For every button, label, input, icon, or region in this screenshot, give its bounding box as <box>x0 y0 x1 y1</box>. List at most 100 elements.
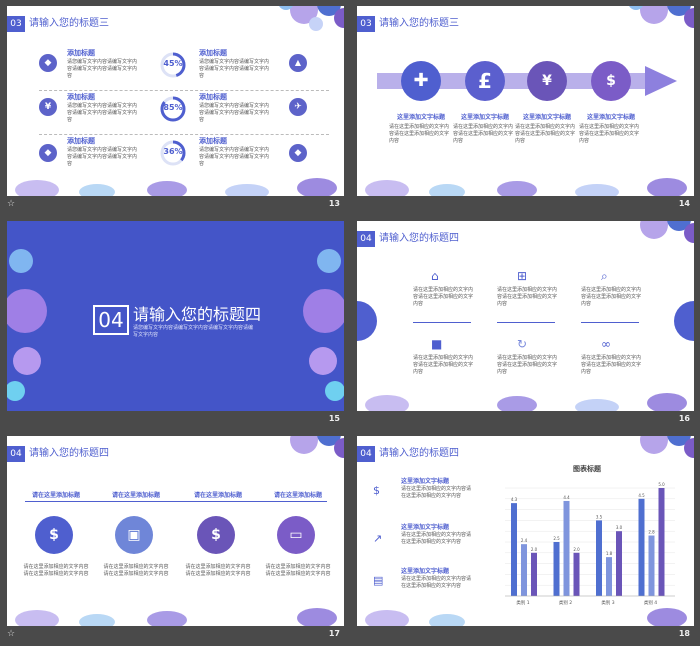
briefcase-icon: $ <box>197 516 235 554</box>
data-label: 2.8 <box>648 530 655 535</box>
link-icon: ∞ <box>601 337 611 351</box>
item-body: 请在这里添加相应的文字内容请在这里添加相应的文字内容 <box>497 355 558 375</box>
slide-thumb-18[interactable]: 04 请输入您的标题四 $ 这里添加文字标题 请在这里添加相应的文字内容请在这里… <box>350 430 700 645</box>
lock-icon: ■ <box>431 337 443 351</box>
item-body: 请在这里添加相应的文字内容请在这里添加相应的文字内容 <box>265 564 331 577</box>
data-label: 4.4 <box>563 495 570 500</box>
percent-ring <box>160 52 186 78</box>
floral-decoration <box>640 436 694 458</box>
data-label: 3.5 <box>596 514 603 519</box>
item-heading: 请在这里添加标题 <box>111 492 160 499</box>
item-heading: 添加标题 <box>67 93 95 101</box>
plus-icon: ✚ <box>401 61 441 101</box>
item-body: 请在这里添加相应的文字内容请在这里添加相应的文字内容 <box>515 124 576 144</box>
arrow-band <box>377 66 677 96</box>
slide-canvas: 04 请输入您的标题四 $ 这里添加文字标题 请在这里添加相应的文字内容请在这里… <box>357 436 694 626</box>
refresh-icon: ↻ <box>517 337 528 351</box>
yen-icon: ¥ <box>39 98 57 116</box>
item-body: 请在这里添加相应的文字内容请在这里添加相应的文字内容 <box>581 355 642 375</box>
item-body: 请在这里添加相应的文字内容请在这里添加相应的文字内容 <box>103 564 169 577</box>
bar <box>638 498 645 596</box>
bar <box>616 531 622 596</box>
bar <box>573 552 580 596</box>
search-icon: ⌕ <box>601 269 608 283</box>
bar <box>606 557 612 596</box>
chart-title: 图表标题 <box>573 465 601 473</box>
item-heading: 添加标题 <box>67 137 95 145</box>
item-heading: 这里添加文字标题 <box>460 114 509 121</box>
item-heading: 这里添加文字标题 <box>401 478 450 485</box>
briefcase-icon: $ <box>591 61 631 101</box>
item-body: 请您编写文字内容请编写文字内容请编写文字内容请编写文字内容 <box>67 103 138 123</box>
slide-thumb-16[interactable]: 04 请输入您的标题四 ⌂ ⊞ ⌕ 请在这里添加相应的文字内容请在这里添加相应的… <box>350 215 700 430</box>
plane-icon: ✈ <box>289 98 307 116</box>
section-number-badge: 03 <box>7 16 25 32</box>
item-heading: 这里添加文字标题 <box>396 114 445 121</box>
item-heading: 添加标题 <box>199 93 227 101</box>
chart-screen-icon: ▤ <box>373 574 384 587</box>
divider <box>39 134 329 135</box>
bar <box>531 552 537 596</box>
item-body: 请您编写文字内容请编写文字内容请编写文字内容请编写文字内容 <box>199 59 270 79</box>
side-half-circle <box>674 301 694 341</box>
divider <box>581 322 639 323</box>
bar <box>648 535 655 596</box>
slide-thumb-14[interactable]: 03 请输入您的标题三 ✚ £ ¥ $ 这里添加文字标题 请在这里添加相应的文字… <box>350 0 700 215</box>
floral-decoration <box>15 608 337 626</box>
slide-number: 14 <box>678 199 690 208</box>
item-body: 请您编写文字内容请编写文字内容请编写文字内容请编写文字内容 <box>199 103 270 123</box>
data-label: 1.8 <box>606 551 613 556</box>
money-bag-icon: $ <box>35 516 73 554</box>
section-number-badge: 04 <box>357 231 375 247</box>
triangle-icon: ▲ <box>289 54 307 72</box>
item-heading: 添加标题 <box>67 49 95 57</box>
data-label: 4.5 <box>638 493 645 498</box>
bar <box>563 500 570 596</box>
floral-decoration <box>365 608 687 626</box>
data-label: 2.4 <box>521 538 528 543</box>
slide-thumb-17[interactable]: 04 请输入您的标题四 请在这里添加标题 请在这里添加标题 请在这里添加标题 请… <box>0 430 350 645</box>
item-body: 请您编写文字内容请编写文字内容请编写文字内容请编写文字内容 <box>67 59 138 79</box>
item-body: 请在这里添加相应的文字内容请在这里添加相应的文字内容 <box>401 532 472 545</box>
pound-icon: £ <box>465 61 505 101</box>
slide-canvas: 04 请输入您的标题四 ⌂ ⊞ ⌕ 请在这里添加相应的文字内容请在这里添加相应的… <box>357 221 694 411</box>
star-icon: ☆ <box>7 629 16 639</box>
slide-caption: ☆ 17 <box>7 628 344 642</box>
slide-number: 13 <box>328 199 340 208</box>
slide-subtitle: 请您编写文字内容请编写文字内容请编写文字内容请编写文字内容 <box>133 325 254 338</box>
diamond-icon: ◆ <box>39 144 57 162</box>
slide-thumb-15[interactable]: 04 请输入您的标题四 请您编写文字内容请编写文字内容请编写文字内容请编写文字内… <box>0 215 350 430</box>
x-tick-label: 类别 4 <box>644 599 657 606</box>
slide-title: 请输入您的标题四 <box>29 448 109 459</box>
item-heading: 请在这里添加标题 <box>193 492 242 499</box>
item-body: 请在这里添加相应的文字内容请在这里添加相应的文字内容 <box>389 124 450 144</box>
bar <box>658 488 665 596</box>
slide-canvas: 03 请输入您的标题三 ◆ 添加标题 请您编写文字内容请编写文字内容请编写文字内… <box>7 6 344 196</box>
floral-decoration <box>290 436 344 458</box>
percent-ring <box>160 140 186 166</box>
item-body: 请在这里添加相应的文字内容请在这里添加相应的文字内容 <box>413 355 474 375</box>
bar <box>553 542 560 596</box>
divider <box>39 90 329 91</box>
item-body: 请在这里添加相应的文字内容请在这里添加相应的文字内容 <box>401 486 472 499</box>
slide-title: 请输入您的标题三 <box>379 18 459 29</box>
slide-title: 请输入您的标题四 <box>133 305 262 324</box>
x-tick-label: 类别 3 <box>601 599 614 606</box>
item-heading: 添加标题 <box>199 137 227 145</box>
item-body: 请在这里添加相应的文字内容请在这里添加相应的文字内容 <box>453 124 514 144</box>
item-heading: 请在这里添加标题 <box>31 492 80 499</box>
slide-caption: 16 <box>357 413 694 427</box>
section-number-badge: 03 <box>357 16 375 32</box>
percent-ring <box>160 96 186 122</box>
slide-title: 请输入您的标题三 <box>29 18 109 29</box>
diamond-icon: ◆ <box>39 54 57 72</box>
item-body: 请在这里添加相应的文字内容请在这里添加相应的文字内容 <box>579 124 640 144</box>
item-heading: 添加标题 <box>199 49 227 57</box>
train-icon: ▣ <box>115 516 153 554</box>
data-label: 2.0 <box>531 547 538 552</box>
diamond-icon: ◆ <box>289 144 307 162</box>
home-icon: ⌂ <box>431 269 439 283</box>
star-icon: ☆ <box>7 199 16 209</box>
slide-thumb-13[interactable]: 03 请输入您的标题三 ◆ 添加标题 请您编写文字内容请编写文字内容请编写文字内… <box>0 0 350 215</box>
floral-decoration <box>629 6 694 28</box>
